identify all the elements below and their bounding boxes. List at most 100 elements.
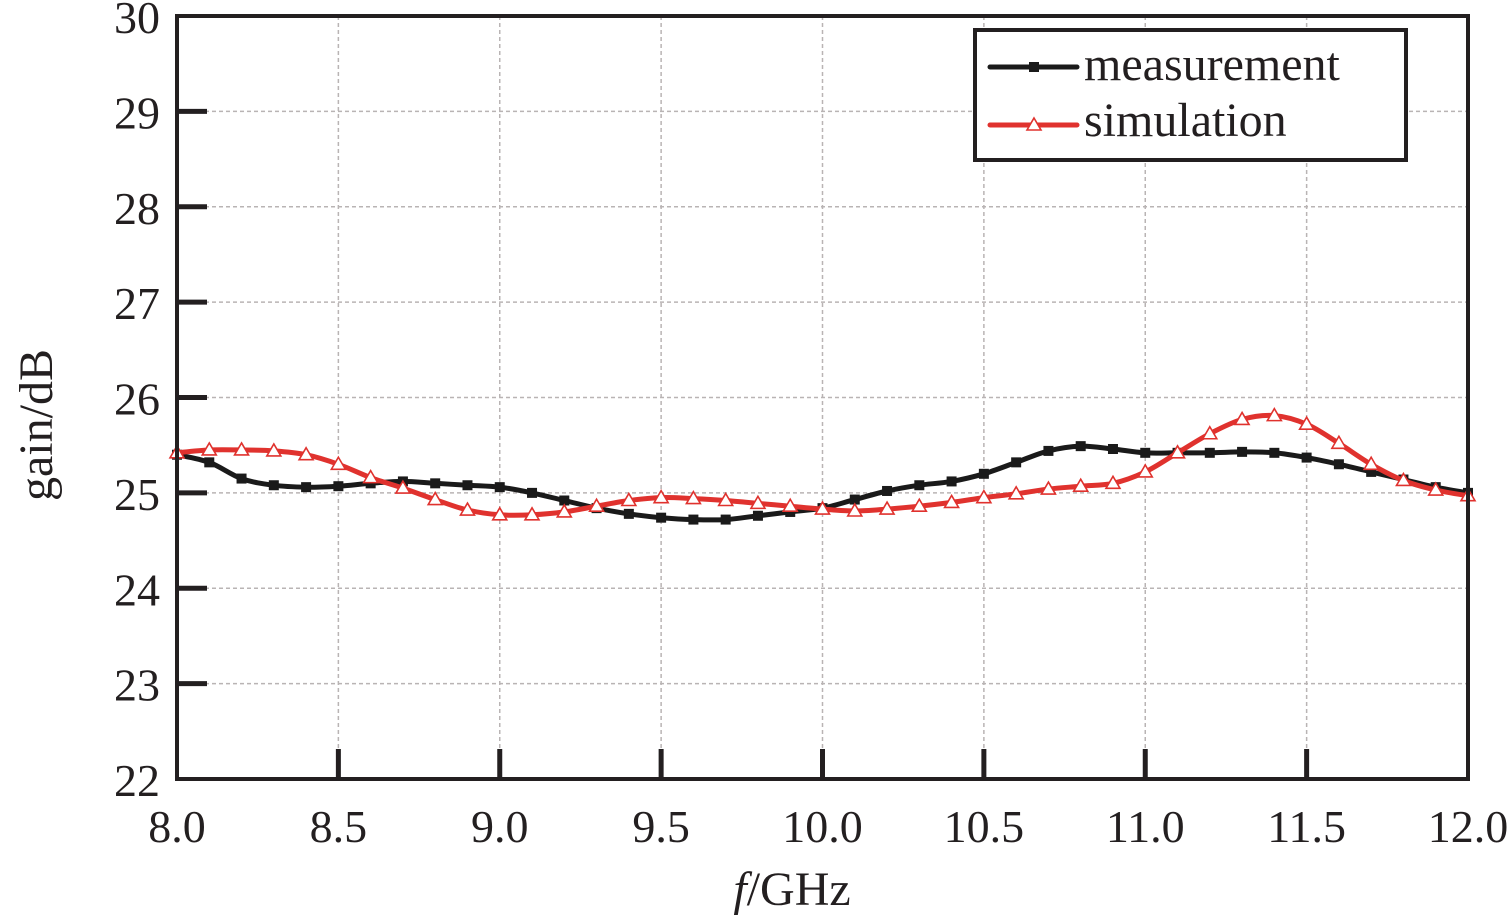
simulation-point <box>329 455 347 471</box>
simulation-point <box>459 501 476 516</box>
simulation-point <box>685 490 702 505</box>
simulation-point <box>1104 474 1122 490</box>
simulation-point <box>878 500 896 515</box>
measurement-point <box>1140 447 1151 458</box>
measurement-point <box>946 476 957 487</box>
measurement-point <box>688 514 699 525</box>
x-tick-label: 11.0 <box>1106 801 1185 852</box>
simulation-point <box>846 502 864 517</box>
simulation-point <box>1201 425 1219 440</box>
y-tick-label: 24 <box>114 564 160 615</box>
tick-marks <box>177 108 1310 779</box>
simulation-point <box>1362 455 1380 471</box>
simulation-point <box>652 489 670 504</box>
simulation-point <box>523 506 541 521</box>
simulation-point <box>1298 415 1316 431</box>
measurement-point <box>1043 445 1054 456</box>
simulation-point <box>1072 477 1090 492</box>
measurement-point <box>1204 447 1215 458</box>
x-tick-label: 8.5 <box>310 801 368 852</box>
measurement-point <box>849 494 860 505</box>
legend-label-measurement: measurement <box>1084 38 1341 91</box>
y-tick-label: 28 <box>114 183 160 234</box>
measurement-point <box>656 512 667 523</box>
x-tick-label: 9.5 <box>632 801 690 852</box>
x-axis-title: f/GHz <box>733 863 850 916</box>
measurement-point <box>720 514 731 525</box>
simulation-point <box>588 497 605 513</box>
legend-marker-measurement <box>1029 62 1039 72</box>
simulation-point <box>1007 485 1025 500</box>
simulation-point <box>394 479 412 494</box>
simulation-point <box>200 441 218 456</box>
y-axis-title: gain/dB <box>10 349 63 501</box>
legend: measurement simulation <box>973 28 1408 162</box>
measurement-point <box>236 473 247 484</box>
simulation-point <box>1427 481 1445 496</box>
measurement-point <box>430 478 441 489</box>
measurement-point <box>914 480 925 491</box>
x-tick-label: 8.0 <box>148 801 206 852</box>
simulation-point <box>491 506 509 521</box>
measurement-point <box>462 480 473 491</box>
measurement-point <box>527 487 538 498</box>
legend-label-simulation: simulation <box>1084 94 1287 147</box>
y-tick-label: 30 <box>114 0 160 43</box>
measurement-point <box>1366 466 1377 477</box>
measurement-point <box>1107 444 1118 455</box>
simulation-point <box>1169 444 1186 459</box>
measurement-point <box>1333 459 1344 470</box>
x-tick-label: 12.0 <box>1428 801 1509 852</box>
measurement-point <box>623 508 634 519</box>
legend-box <box>973 28 1408 162</box>
simulation-point <box>814 500 831 515</box>
x-tick-label: 9.0 <box>471 801 529 852</box>
measurement-point <box>301 482 312 493</box>
simulation-point <box>297 446 315 461</box>
measurement-point <box>1011 457 1022 468</box>
simulation-point <box>975 489 993 504</box>
x-tick-label: 11.5 <box>1267 801 1346 852</box>
simulation-point <box>233 441 250 456</box>
measurement-point <box>559 495 570 506</box>
simulation-point <box>1136 463 1154 478</box>
measurement-point <box>1269 447 1280 458</box>
measurement-point <box>268 480 279 491</box>
y-tick-label: 23 <box>114 660 160 711</box>
x-tick-label: 10.5 <box>944 801 1025 852</box>
simulation-point <box>1330 434 1348 450</box>
simulation-point <box>943 493 960 509</box>
measurement-point <box>1075 441 1086 452</box>
simulation-point <box>426 490 444 506</box>
simulation-point <box>781 497 799 513</box>
simulation-point <box>620 491 638 507</box>
measurement-point <box>882 485 893 496</box>
y-tick-label: 26 <box>114 374 160 425</box>
y-tick-label: 27 <box>114 278 160 329</box>
simulation-point <box>910 497 928 513</box>
tick-labels: 8.0 8.5 9.0 9.5 10.0 10.5 11.0 11.5 12.0 22 23 24 25… <box>114 0 1508 852</box>
legend-marker-simulation <box>1025 116 1043 131</box>
grid-lines <box>177 16 1468 779</box>
measurement-point <box>978 468 989 479</box>
simulation-point <box>362 469 380 484</box>
plot-frame <box>175 14 1470 781</box>
measurement-point <box>333 481 344 492</box>
measurement-point <box>1301 452 1312 463</box>
measurement-point <box>752 510 763 521</box>
simulation-point <box>1233 410 1251 426</box>
simulation-point <box>717 491 735 507</box>
simulation-point <box>1265 407 1283 422</box>
simulation-point <box>1395 471 1412 487</box>
simulation-point <box>1040 480 1057 495</box>
simulation-point <box>749 494 767 510</box>
x-tick-label: 10.0 <box>782 801 863 852</box>
measurement-point <box>1237 446 1248 457</box>
x-axis-title-unit: /GHz <box>747 863 851 916</box>
measurement-point <box>204 457 215 468</box>
y-tick-label: 25 <box>114 469 160 520</box>
y-tick-label: 29 <box>114 87 160 138</box>
simulation-point <box>555 503 573 518</box>
measurement-point <box>494 482 505 493</box>
